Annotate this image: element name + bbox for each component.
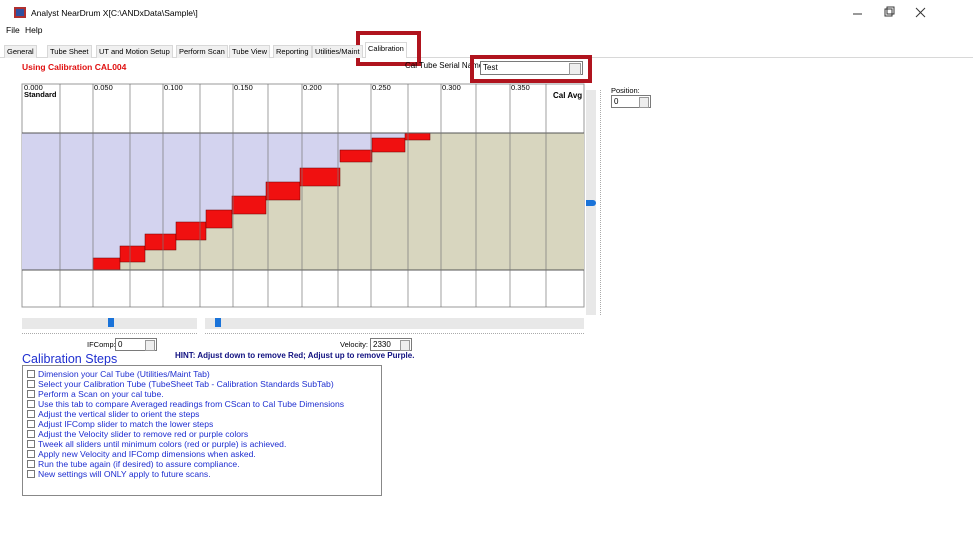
checkbox[interactable] <box>27 400 35 408</box>
tab[interactable]: Utilities/Maint <box>312 45 363 58</box>
step-item[interactable]: Adjust the Velocity slider to remove red… <box>27 429 248 439</box>
serial-label: Cal Tube Serial Name <box>405 61 484 70</box>
step-text: Adjust the vertical slider to orient the… <box>38 409 200 419</box>
checkbox[interactable] <box>27 380 35 388</box>
spin[interactable] <box>639 97 649 108</box>
ifcomp-value: 0 <box>118 340 123 349</box>
step-item[interactable]: Select your Calibration Tube (TubeSheet … <box>27 379 334 389</box>
red-step <box>205 209 233 229</box>
checkbox[interactable] <box>27 470 35 478</box>
tab[interactable]: Tube View <box>229 45 271 58</box>
step-item[interactable]: New settings will ONLY apply to future s… <box>27 469 211 479</box>
slider-thumb[interactable] <box>586 200 596 206</box>
combo-arrow[interactable] <box>569 63 581 75</box>
step-item[interactable]: Perform a Scan on your cal tube. <box>27 389 164 399</box>
step-text: Tweek all sliders until minimum colors (… <box>38 439 287 449</box>
velocity-input[interactable]: 2330 <box>370 338 412 351</box>
step-item[interactable]: Apply new Velocity and IFComp dimensions… <box>27 449 256 459</box>
steps-list: Dimension your Cal Tube (Utilities/Maint… <box>22 365 382 496</box>
step-text: Adjust IFComp slider to match the lower … <box>38 419 214 429</box>
red-step <box>92 257 121 271</box>
position-label: Position: <box>611 86 640 95</box>
position-input[interactable]: 0 <box>611 95 651 108</box>
red-step <box>144 233 177 251</box>
tan-region <box>93 133 584 270</box>
calibration-name: Using Calibration CAL004 <box>22 62 127 72</box>
red-step <box>265 181 301 201</box>
step-item[interactable]: Run the tube again (if desired) to assur… <box>27 459 240 469</box>
checkbox[interactable] <box>27 430 35 438</box>
menu-item[interactable]: File <box>6 25 20 35</box>
red-step <box>119 245 146 263</box>
window-controls[interactable] <box>850 6 930 20</box>
checkbox[interactable] <box>27 450 35 458</box>
tab[interactable]: Reporting <box>273 45 312 58</box>
window-title: Analyst NearDrum X[C:\ANDxData\Sample\] <box>31 8 198 18</box>
step-text: Perform a Scan on your cal tube. <box>38 389 164 399</box>
checkbox[interactable] <box>27 370 35 378</box>
highlight-box <box>470 55 592 83</box>
checkbox[interactable] <box>27 420 35 428</box>
slider-thumb[interactable] <box>215 318 221 327</box>
red-step <box>371 137 406 153</box>
red-step <box>339 149 373 163</box>
hint: HINT: Adjust down to remove Red; Adjust … <box>175 351 415 360</box>
column-header: 0.100 <box>164 83 183 92</box>
spin[interactable] <box>400 340 410 351</box>
column-header: 0.050 <box>94 83 113 92</box>
velocity-value: 2330 <box>373 340 391 349</box>
step-item[interactable]: Use this tab to compare Averaged reading… <box>27 399 344 409</box>
step-item[interactable]: Adjust IFComp slider to match the lower … <box>27 419 213 429</box>
red-step <box>175 221 207 241</box>
step-text: Adjust the Velocity slider to remove red… <box>38 429 249 439</box>
cal-avg-label: Cal Avg <box>553 91 583 100</box>
column-header: 0.250 <box>372 83 391 92</box>
step-text: Dimension your Cal Tube (Utilities/Maint… <box>38 369 210 379</box>
step-text: Apply new Velocity and IFComp dimensions… <box>38 449 256 459</box>
red-step <box>299 167 341 187</box>
slider-ticks <box>205 333 584 334</box>
checkbox[interactable] <box>27 460 35 468</box>
ifcomp-input[interactable]: 0 <box>115 338 157 351</box>
checkbox[interactable] <box>27 390 35 398</box>
slider-ticks <box>600 90 601 315</box>
step-item[interactable]: Tweek all sliders until minimum colors (… <box>27 439 286 449</box>
column-header: 0.350 <box>511 83 530 92</box>
standard-label: Standard <box>24 90 57 99</box>
step-item[interactable]: Dimension your Cal Tube (Utilities/Maint… <box>27 369 210 379</box>
red-step <box>404 132 431 141</box>
spin[interactable] <box>145 340 155 351</box>
tab[interactable]: Tube Sheet <box>47 45 92 58</box>
tab[interactable]: UT and Motion Setup <box>96 45 173 58</box>
ifcomp-label: IFComp: <box>87 340 116 349</box>
checkbox[interactable] <box>27 410 35 418</box>
app-icon <box>14 7 26 18</box>
step-text: Run the tube again (if desired) to assur… <box>38 459 240 469</box>
column-header: 0.300 <box>442 83 461 92</box>
column-header: 0.200 <box>303 83 322 92</box>
serial-value: Test <box>483 63 498 72</box>
position-value: 0 <box>614 97 619 106</box>
step-item[interactable]: Adjust the vertical slider to orient the… <box>27 409 199 419</box>
serial-combo[interactable]: Test <box>480 61 583 75</box>
slider-ticks <box>22 333 197 334</box>
tab[interactable]: Perform Scan <box>176 45 228 58</box>
velocity-label: Velocity: <box>340 340 368 349</box>
menu-item[interactable]: Help <box>25 25 43 35</box>
slider-thumb[interactable] <box>108 318 114 327</box>
red-step <box>231 195 267 215</box>
checkbox[interactable] <box>27 440 35 448</box>
velocity-slider[interactable] <box>205 318 584 329</box>
step-text: Select your Calibration Tube (TubeSheet … <box>38 379 334 389</box>
step-text: New settings will ONLY apply to future s… <box>38 469 211 479</box>
tab[interactable]: Calibration <box>365 42 407 58</box>
column-header: 0.150 <box>234 83 253 92</box>
step-text: Use this tab to compare Averaged reading… <box>38 399 345 409</box>
column-header: 0.000 <box>24 83 43 92</box>
steps-title: Calibration Steps <box>22 352 118 366</box>
tab[interactable]: General <box>4 45 37 58</box>
